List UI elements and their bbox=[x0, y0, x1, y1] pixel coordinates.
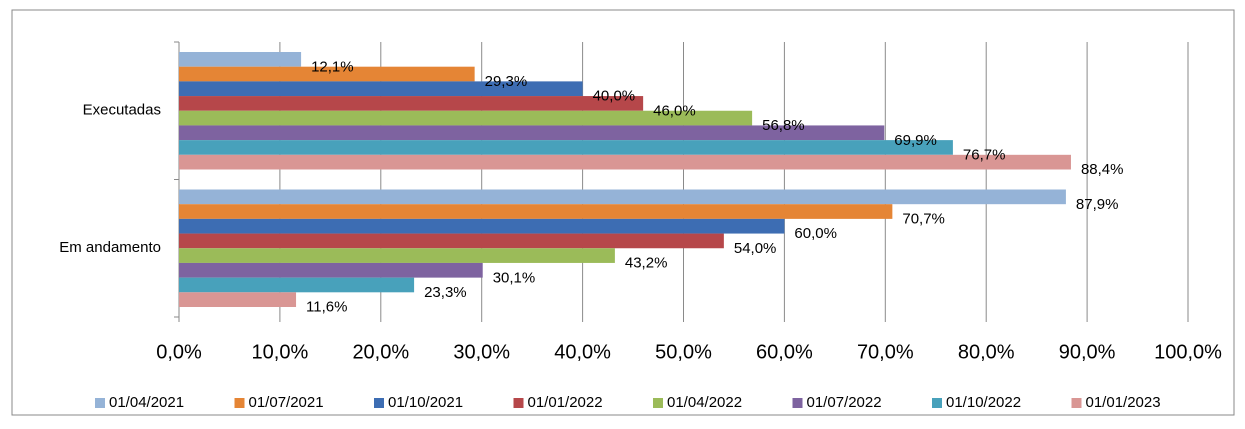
bar bbox=[179, 292, 297, 307]
data-label: 11,6% bbox=[306, 299, 347, 316]
legend-label: 01/04/2022 bbox=[667, 394, 742, 411]
x-tick-label: 60,0% bbox=[756, 341, 813, 363]
bar bbox=[179, 110, 753, 126]
bar bbox=[179, 204, 893, 219]
x-tick-label: 10,0% bbox=[252, 341, 309, 363]
data-label: 40,0% bbox=[593, 88, 636, 105]
bar bbox=[179, 248, 615, 263]
legend-marker bbox=[374, 398, 384, 408]
legend-label: 01/10/2022 bbox=[946, 394, 1021, 411]
legend-marker bbox=[1071, 398, 1082, 408]
data-label: 23,3% bbox=[424, 284, 467, 301]
legend-marker bbox=[95, 398, 105, 408]
x-tick-label: 20,0% bbox=[352, 341, 409, 363]
data-label: 46,0% bbox=[653, 102, 696, 119]
x-tick-label: 90,0% bbox=[1059, 341, 1116, 363]
bar bbox=[179, 218, 785, 234]
legend-label: 01/01/2022 bbox=[528, 394, 603, 411]
legend-marker bbox=[653, 398, 663, 408]
data-label: 12,1% bbox=[311, 58, 354, 75]
bar bbox=[179, 277, 415, 293]
data-label: 76,7% bbox=[963, 146, 1006, 163]
bar bbox=[179, 189, 1066, 205]
data-label: 56,8% bbox=[762, 117, 805, 134]
y-tick-label: Executadas bbox=[83, 102, 161, 119]
bar bbox=[179, 140, 953, 155]
bar bbox=[179, 96, 644, 111]
x-tick-label: 30,0% bbox=[453, 341, 510, 363]
bar bbox=[179, 66, 475, 82]
x-tick-label: 50,0% bbox=[655, 341, 712, 363]
data-label: 87,9% bbox=[1076, 196, 1119, 213]
legend-marker bbox=[932, 398, 942, 408]
bar bbox=[179, 81, 583, 97]
y-tick-label: Em andamento bbox=[59, 239, 161, 256]
legend-label: 01/04/2021 bbox=[109, 394, 184, 411]
data-label: 88,4% bbox=[1081, 161, 1124, 178]
legend-label: 01/07/2022 bbox=[807, 394, 882, 411]
legend-marker bbox=[792, 398, 803, 408]
legend-label: 01/07/2021 bbox=[249, 394, 324, 411]
bar bbox=[179, 52, 302, 67]
legend-label: 01/01/2023 bbox=[1086, 394, 1161, 411]
bar bbox=[179, 125, 885, 141]
legend-marker bbox=[234, 398, 245, 408]
x-tick-label: 70,0% bbox=[857, 341, 914, 363]
legend-label: 01/10/2021 bbox=[388, 394, 463, 411]
data-label: 60,0% bbox=[794, 225, 837, 242]
legend-marker bbox=[513, 398, 524, 408]
data-label: 54,0% bbox=[734, 240, 777, 257]
x-tick-label: 40,0% bbox=[554, 341, 611, 363]
data-label: 43,2% bbox=[625, 255, 668, 272]
bar bbox=[179, 233, 724, 249]
data-label: 70,7% bbox=[902, 211, 945, 228]
bar bbox=[179, 154, 1071, 170]
bar bbox=[179, 262, 483, 278]
x-tick-label: 100,0% bbox=[1154, 341, 1222, 363]
data-label: 30,1% bbox=[493, 269, 536, 286]
data-label: 29,3% bbox=[485, 73, 528, 90]
x-tick-label: 0,0% bbox=[156, 341, 202, 363]
data-label: 69,9% bbox=[894, 132, 937, 149]
x-tick-label: 80,0% bbox=[958, 341, 1015, 363]
